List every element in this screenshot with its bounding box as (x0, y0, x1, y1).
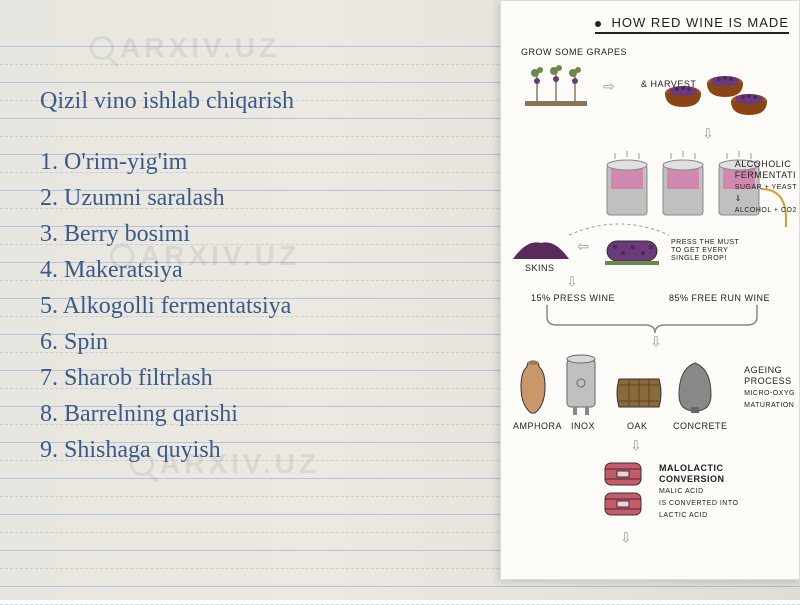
label-press-pct: 15% PRESS WINE (531, 293, 615, 303)
merge-bracket-icon (537, 305, 767, 333)
grapevine-icon (525, 59, 587, 109)
concrete-egg-icon (673, 359, 717, 417)
label-freerun-pct: 85% FREE RUN WINE (669, 293, 770, 303)
oak-barrel-icon (611, 371, 667, 415)
list-item: 9. Shishaga quyish (40, 432, 291, 468)
label-amphora: AMPHORA (513, 421, 562, 431)
label-concrete: CONCRETE (673, 421, 728, 431)
skins-pile-icon (513, 237, 569, 261)
ordered-list: 1. O'rim-yig'im 2. Uzumni saralash 3. Be… (40, 144, 291, 468)
list-item: 1. O'rim-yig'im (40, 144, 291, 180)
list-item: 2. Uzumni saralash (40, 180, 291, 216)
arrow-icon: ⇨ (603, 79, 615, 96)
press-icon (601, 235, 663, 267)
amphora-icon (515, 357, 551, 417)
watermark: ARXIV.UZ (90, 32, 280, 64)
list-item: 3. Berry bosimi (40, 216, 291, 252)
list-item: 8. Barrelning qarishi (40, 396, 291, 432)
label-inox: INOX (571, 421, 595, 431)
arrow-icon: ⇨ (577, 239, 589, 256)
label-ferment: ALCOHOLIC FERMENTATI SUGAR + YEAST ⇓ ALC… (735, 159, 797, 216)
infographic-title: HOW RED WINE IS MADE (595, 15, 789, 34)
red-barrels-icon (597, 459, 649, 521)
arrow-icon: ⇨ (616, 532, 633, 544)
dashed-curve-icon (569, 219, 669, 239)
list-item: 6. Spin (40, 324, 291, 360)
harvest-baskets-icon (661, 69, 771, 121)
label-skins: SKINS (525, 263, 555, 273)
label-press-note: PRESS THE MUST TO GET EVERY SINGLE DROP! (671, 239, 739, 263)
page-title: Qizil vino ishlab chiqarish (40, 88, 294, 115)
label-grow: GROW SOME GRAPES (521, 47, 627, 57)
list-item: 7. Sharob filtrlash (40, 360, 291, 396)
list-item: 4. Makeratsiya (40, 252, 291, 288)
arrow-icon: ⇨ (626, 440, 643, 452)
arrow-icon: ⇨ (562, 276, 579, 288)
label-malo: MALOLACTIC CONVERSION MALIC ACID IS CONV… (659, 463, 738, 521)
list-item: 5. Alkogolli fermentatsiya (40, 288, 291, 324)
label-oak: OAK (627, 421, 648, 431)
label-ageing: AGEING PROCESS MICRO-OXYG MATURATION (744, 365, 795, 411)
arrow-icon: ⇨ (698, 128, 715, 140)
inox-tank-icon (559, 351, 603, 419)
wine-infographic: HOW RED WINE IS MADE GROW SOME GRAPES & … (500, 0, 800, 580)
arrow-icon: ⇨ (646, 336, 663, 348)
